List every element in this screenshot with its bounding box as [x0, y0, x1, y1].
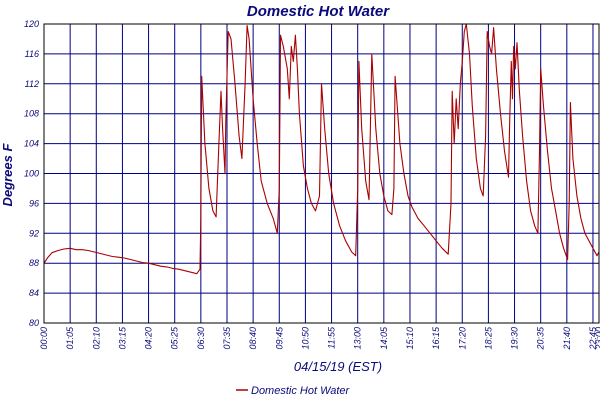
y-tick-label: 104 [24, 139, 39, 149]
y-tick-label: 116 [25, 49, 39, 59]
series-layer [43, 23, 600, 275]
y-tick-label: 120 [24, 19, 39, 29]
x-tick-label: 03:15 [117, 326, 127, 350]
x-tick-label: 19:30 [510, 327, 520, 350]
x-tick-label: 14:05 [379, 326, 389, 350]
x-tick-labels: 00:00 01:05 02:10 03:15 04:20 05:25 06:30 07:35… [39, 326, 600, 351]
y-tick-label: 92 [29, 228, 39, 238]
x-tick-label: 20:35 [536, 326, 546, 351]
legend-label: Domestic Hot Water [251, 385, 351, 397]
y-axis-label: Degrees F [0, 143, 15, 207]
x-tick-label: 13:00 [353, 327, 363, 350]
x-axis-label: 04/15/19 (EST) [294, 359, 382, 374]
y-tick-label: 80 [29, 318, 39, 328]
x-tick-label: 00:00 [39, 327, 49, 350]
x-tick-label: 11:55 [327, 326, 337, 349]
x-tick-label: 02:10 [91, 327, 101, 350]
x-tick-label: 23:00 [594, 327, 600, 351]
x-tick-label: 16:15 [431, 326, 441, 350]
x-tick-label: 06:30 [196, 327, 206, 350]
series-line-domestic-hot-water [43, 23, 600, 275]
y-tick-label: 100 [24, 169, 39, 179]
x-tick-label: 18:25 [483, 326, 493, 350]
y-tick-label: 88 [29, 258, 39, 268]
y-tick-label: 96 [29, 198, 39, 208]
x-tick-label: 15:10 [405, 327, 415, 350]
legend: Domestic Hot Water [236, 385, 351, 397]
x-tick-label: 10:50 [300, 327, 310, 350]
x-tick-label: 04:20 [144, 327, 154, 350]
x-tick-label: 09:45 [274, 326, 284, 350]
chart-title: Domestic Hot Water [247, 3, 390, 20]
y-tick-label: 112 [25, 79, 39, 89]
x-tick-label: 17:20 [457, 327, 467, 350]
x-tick-label: 01:05 [65, 326, 75, 350]
plot-frame [43, 23, 600, 324]
y-tick-label: 84 [29, 288, 39, 298]
y-tick-label: 108 [24, 109, 39, 119]
x-tick-label: 21:40 [562, 327, 572, 351]
x-tick-label: 05:25 [170, 326, 180, 350]
x-tick-label: 22:45 [588, 326, 598, 351]
x-tick-label: 07:35 [222, 326, 232, 350]
x-tick-label: 08:40 [248, 327, 258, 350]
y-tick-labels: 80 84 88 92 96 100 104 108 112 116 120 [24, 19, 39, 328]
